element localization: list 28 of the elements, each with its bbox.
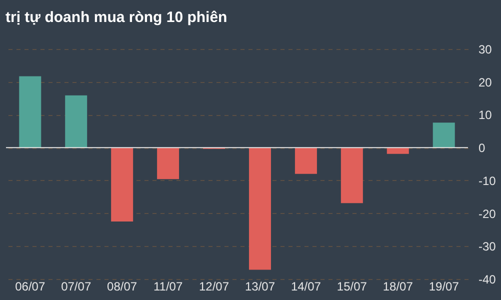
x-tick-label: 15/07: [336, 280, 368, 294]
bar: [294, 148, 317, 174]
bar: [157, 148, 180, 180]
x-tick-label: 08/07: [107, 280, 138, 294]
x-tick-label: 13/07: [244, 280, 276, 294]
bar: [19, 76, 42, 148]
y-tick-label: 30: [478, 42, 492, 56]
x-tick-label: 06/07: [15, 280, 46, 294]
chart-title: trị tự doanh mua ròng 10 phiên: [6, 9, 228, 26]
bar: [111, 148, 134, 222]
y-tick-label: 10: [478, 108, 492, 122]
x-tick-label: 11/07: [153, 280, 183, 294]
bar: [386, 148, 409, 154]
y-tick-label: 20: [478, 75, 492, 90]
y-tick-label: -20: [478, 206, 496, 221]
bar: [432, 122, 455, 148]
x-tick-label: 19/07: [428, 280, 460, 294]
x-tick-label: 12/07: [199, 280, 230, 294]
bar: [65, 95, 88, 148]
x-tick-label: 18/07: [382, 280, 414, 294]
y-tick-label: -30: [478, 240, 496, 254]
y-tick-label: -40: [478, 272, 496, 286]
x-tick-label: 07/07: [61, 280, 92, 294]
y-tick-label: -10: [478, 174, 496, 188]
y-tick-label: 0: [478, 141, 486, 156]
x-tick-label: 14/07: [290, 280, 322, 294]
bar: [248, 148, 271, 270]
bar: [340, 148, 363, 204]
